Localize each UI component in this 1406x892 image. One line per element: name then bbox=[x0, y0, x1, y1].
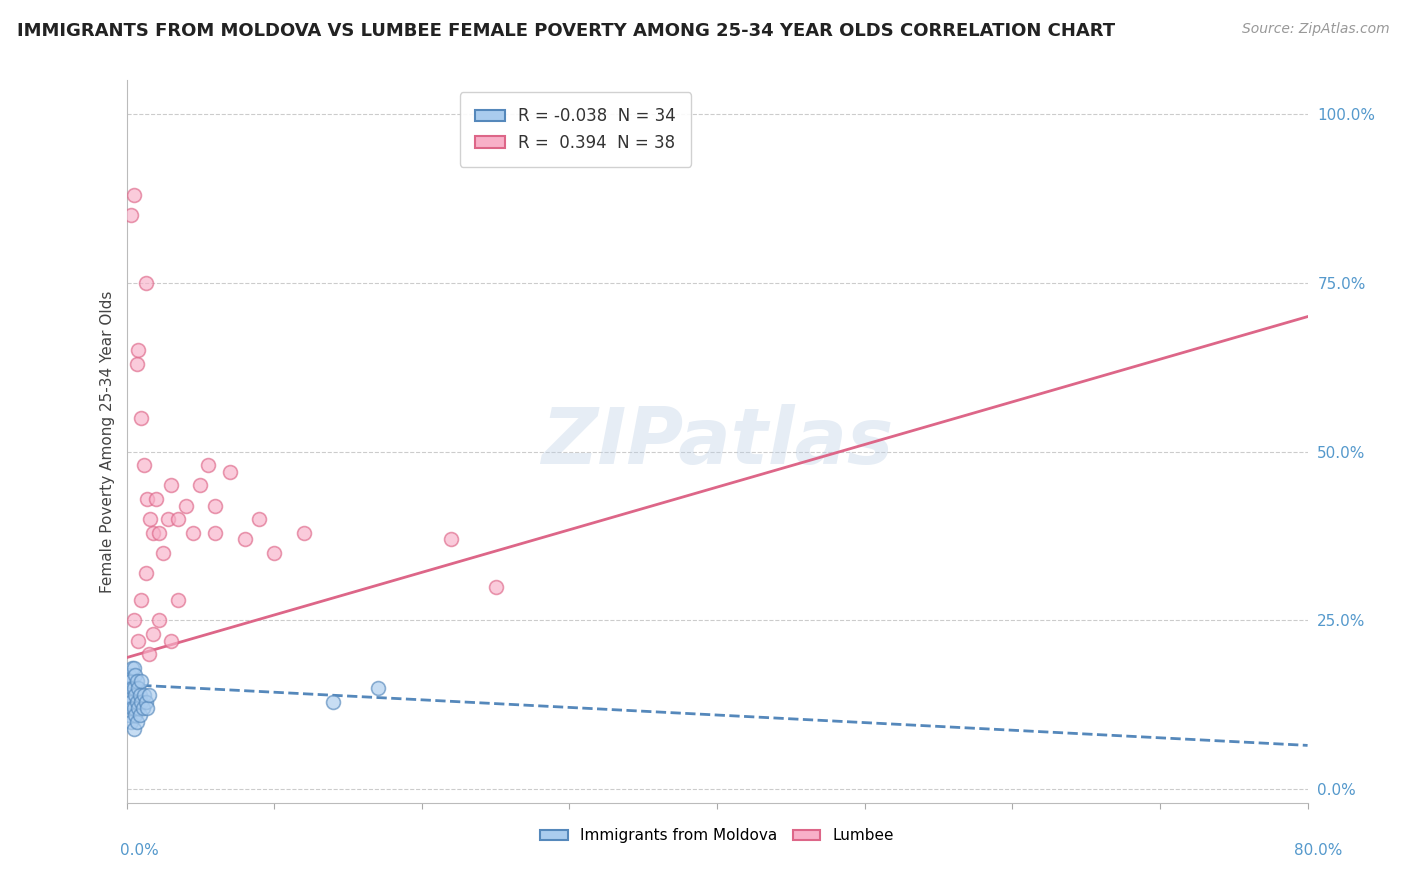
Point bbox=[134, 458, 156, 472]
Point bbox=[121, 701, 143, 715]
Point bbox=[134, 688, 156, 702]
Point bbox=[181, 525, 204, 540]
Point bbox=[122, 614, 145, 628]
Point bbox=[125, 714, 148, 729]
Point bbox=[139, 512, 162, 526]
Point bbox=[128, 708, 150, 723]
Point bbox=[233, 533, 256, 547]
Point bbox=[127, 701, 149, 715]
Point bbox=[122, 661, 145, 675]
Point bbox=[122, 188, 145, 202]
Text: Source: ZipAtlas.com: Source: ZipAtlas.com bbox=[1241, 22, 1389, 37]
Point bbox=[249, 512, 271, 526]
Point bbox=[135, 694, 157, 708]
Point bbox=[204, 525, 226, 540]
Point bbox=[136, 491, 159, 506]
Point bbox=[128, 688, 150, 702]
Point bbox=[167, 512, 190, 526]
Point bbox=[118, 667, 141, 681]
Point bbox=[322, 694, 344, 708]
Point bbox=[125, 694, 148, 708]
Point bbox=[152, 546, 174, 560]
Point bbox=[122, 681, 145, 695]
Point bbox=[124, 708, 146, 723]
Point bbox=[121, 661, 143, 675]
Point bbox=[132, 701, 155, 715]
Legend: Immigrants from Moldova, Lumbee: Immigrants from Moldova, Lumbee bbox=[534, 822, 900, 849]
Point bbox=[197, 458, 219, 472]
Point bbox=[124, 667, 146, 681]
Point bbox=[484, 580, 508, 594]
Point bbox=[174, 499, 197, 513]
Point bbox=[127, 681, 149, 695]
Point bbox=[142, 627, 165, 641]
Point bbox=[138, 688, 160, 702]
Point bbox=[136, 701, 159, 715]
Point bbox=[142, 525, 165, 540]
Point bbox=[367, 681, 389, 695]
Point bbox=[118, 688, 141, 702]
Point bbox=[263, 546, 285, 560]
Point bbox=[135, 276, 157, 290]
Point bbox=[118, 708, 141, 723]
Point bbox=[129, 593, 153, 607]
Point bbox=[292, 525, 315, 540]
Point bbox=[167, 593, 190, 607]
Point bbox=[440, 533, 463, 547]
Point bbox=[124, 688, 146, 702]
Point bbox=[117, 694, 139, 708]
Point bbox=[127, 633, 149, 648]
Point bbox=[125, 674, 148, 689]
Point bbox=[117, 674, 139, 689]
Text: 0.0%: 0.0% bbox=[120, 843, 159, 858]
Point bbox=[219, 465, 242, 479]
Point bbox=[129, 694, 153, 708]
Text: ZIPatlas: ZIPatlas bbox=[541, 403, 893, 480]
Point bbox=[188, 478, 212, 492]
Point bbox=[129, 411, 153, 425]
Point bbox=[127, 343, 149, 358]
Point bbox=[145, 491, 167, 506]
Text: IMMIGRANTS FROM MOLDOVA VS LUMBEE FEMALE POVERTY AMONG 25-34 YEAR OLDS CORRELATI: IMMIGRANTS FROM MOLDOVA VS LUMBEE FEMALE… bbox=[17, 22, 1115, 40]
Point bbox=[129, 674, 153, 689]
Text: 80.0%: 80.0% bbox=[1295, 843, 1343, 858]
Point bbox=[125, 357, 148, 371]
Point bbox=[120, 714, 142, 729]
Point bbox=[204, 499, 226, 513]
Point bbox=[122, 722, 145, 736]
Y-axis label: Female Poverty Among 25-34 Year Olds: Female Poverty Among 25-34 Year Olds bbox=[100, 291, 115, 592]
Point bbox=[120, 674, 142, 689]
Point bbox=[135, 566, 157, 581]
Point bbox=[138, 647, 160, 661]
Point bbox=[156, 512, 179, 526]
Point bbox=[120, 208, 142, 222]
Point bbox=[121, 681, 143, 695]
Point bbox=[120, 694, 142, 708]
Point bbox=[122, 701, 145, 715]
Point bbox=[160, 478, 183, 492]
Point bbox=[160, 633, 183, 648]
Point bbox=[148, 525, 170, 540]
Point bbox=[148, 614, 170, 628]
